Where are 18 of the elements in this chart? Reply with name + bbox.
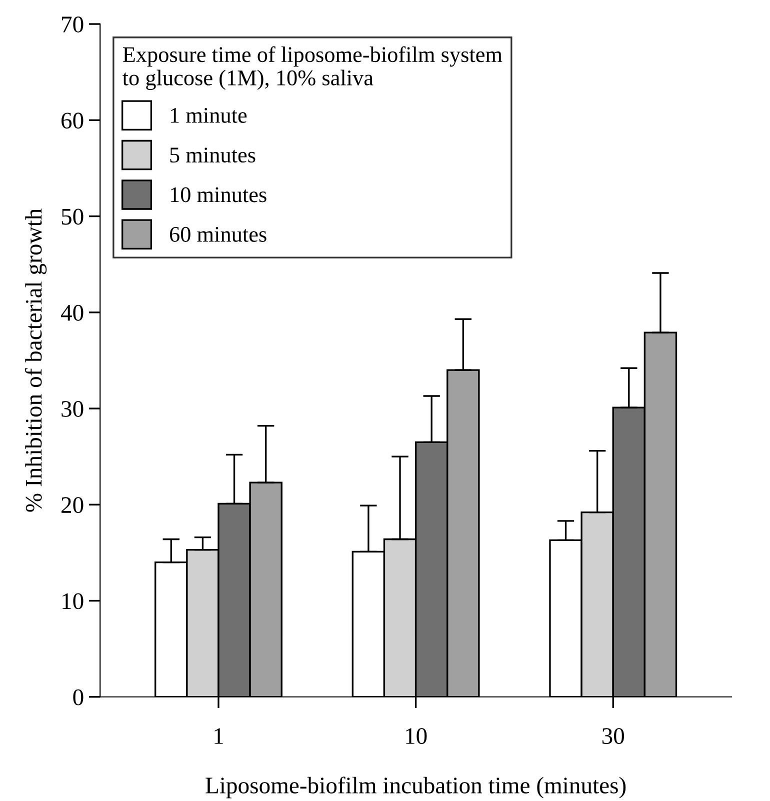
x-tick-label: 30 bbox=[602, 728, 624, 744]
legend-title: Exposure time of liposome-biofilm system to glucose (1M), 10% saliva bbox=[122, 46, 502, 90]
y-tick-label: 50 bbox=[62, 208, 84, 225]
y-tick-label: 10 bbox=[62, 593, 84, 610]
legend-label: 1 minute bbox=[170, 108, 247, 123]
y-tick-label: 70 bbox=[62, 16, 84, 32]
y-axis-title: % Inhibition of bacterial growth bbox=[24, 208, 47, 512]
y-tick-label: 60 bbox=[62, 112, 84, 129]
y-tick-label: 30 bbox=[62, 401, 84, 417]
x-tick-label: 1 bbox=[214, 728, 223, 744]
legend-label: 10 minutes bbox=[170, 187, 266, 202]
y-tick-label: 0 bbox=[73, 689, 84, 706]
x-tick-label: 10 bbox=[406, 728, 427, 744]
legend-label: 60 minutes bbox=[170, 226, 266, 242]
y-tick-label: 40 bbox=[60, 304, 84, 321]
legend-label: 5 minutes bbox=[170, 148, 256, 163]
x-axis-title: Liposome-biofilm incubation time (minutes) bbox=[206, 776, 626, 798]
y-tick-label: 20 bbox=[62, 497, 84, 514]
